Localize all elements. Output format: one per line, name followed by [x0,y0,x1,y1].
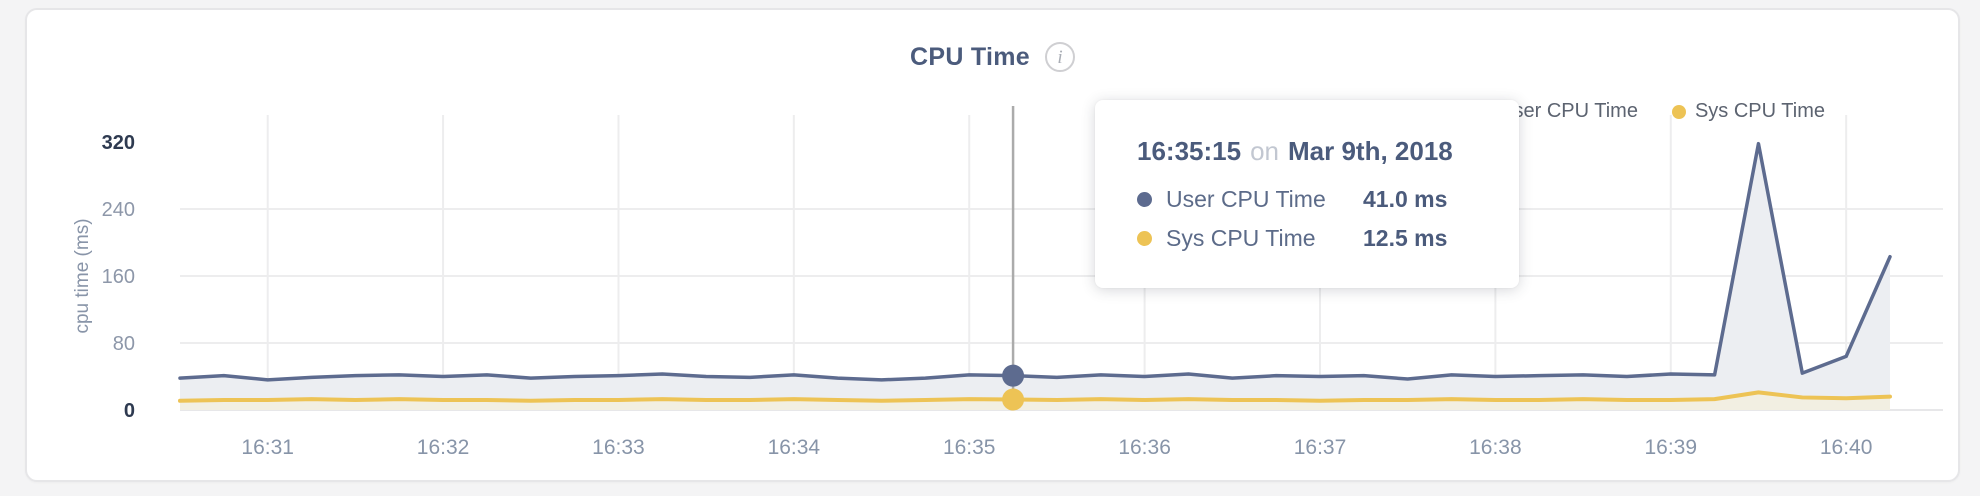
tooltip-value-user: 41.0 ms [1363,186,1448,212]
tooltip-row-sys: Sys CPU Time 12.5 ms [1137,219,1519,258]
y-tick-label: 320 [102,132,135,154]
y-tick-label: 240 [102,199,135,221]
legend-dot-sys-icon [1671,104,1686,119]
tooltip-row-user: User CPU Time 41.0 ms [1137,180,1519,219]
x-tick-label: 16:34 [768,436,821,459]
x-tick-label: 16:38 [1469,436,1522,459]
tooltip-value-sys: 12.5 ms [1363,225,1448,251]
x-tick-label: 16:40 [1820,436,1873,459]
series-area-user [180,143,1890,411]
tooltip-label-user: User CPU Time [1166,186,1326,212]
y-tick-label: 0 [124,400,135,422]
chart-title: CPU Time [909,42,1031,71]
x-tick-label: 16:32 [417,436,470,459]
info-icon[interactable]: i [1045,42,1076,72]
y-tick-label: 160 [102,266,135,288]
selected-point-marker-user [1002,364,1025,387]
legend-item-sys-cpu-time[interactable]: Sys CPU Time [1671,100,1825,123]
x-tick-label: 16:35 [943,436,996,459]
x-tick-label: 16:37 [1294,436,1347,459]
series-line-sys [178,390,1892,403]
tooltip-dot-user-icon [1137,192,1152,207]
x-tick-label: 16:36 [1118,436,1171,459]
tooltip-time: 16:35:15 [1137,136,1242,166]
x-tick-label: 16:33 [592,436,645,459]
tooltip-connector: on [1250,136,1279,166]
tooltip-label-sys: Sys CPU Time [1166,225,1316,251]
chart-legend: User CPU Time Sys CPU Time [1476,100,1825,123]
chart-tooltip: 16:35:15 on Mar 9th, 2018 User CPU Time … [1095,100,1519,288]
chart-header: CPU Time i [27,42,1958,72]
cpu-time-panel: CPU Time i User CPU Time Sys CPU Time cp… [25,8,1960,482]
tooltip-title: 16:35:15 on Mar 9th, 2018 [1137,136,1519,167]
chart-canvas[interactable]: 0 80 160 240 320 16:31 16:32 16:33 16:34 16:35 16:… [27,10,1962,484]
tooltip-date: Mar 9th, 2018 [1288,136,1453,166]
series-line-user [178,141,1892,382]
tooltip-dot-sys-icon [1137,231,1152,246]
x-tick-label: 16:39 [1644,436,1697,459]
y-tick-label: 80 [113,333,135,355]
x-tick-label: 16:31 [241,436,294,459]
legend-label-sys: Sys CPU Time [1694,100,1825,122]
selected-point-marker-sys [1002,388,1025,411]
legend-label-user: User CPU Time [1499,100,1638,122]
